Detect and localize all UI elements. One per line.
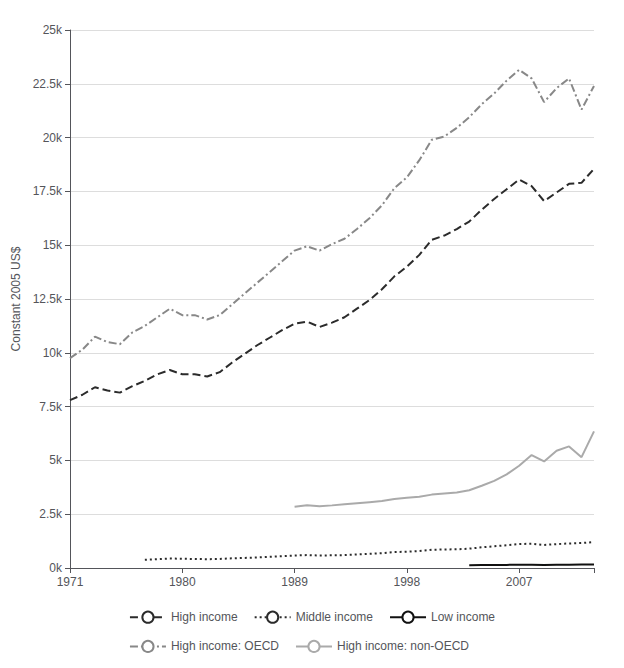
svg-text:Low income: Low income bbox=[431, 610, 495, 624]
svg-text:0k: 0k bbox=[49, 561, 63, 575]
svg-text:2007: 2007 bbox=[506, 575, 533, 589]
svg-text:2.5k: 2.5k bbox=[39, 507, 63, 521]
svg-text:10k: 10k bbox=[43, 346, 63, 360]
svg-text:20k: 20k bbox=[43, 131, 63, 145]
svg-text:17.5k: 17.5k bbox=[33, 184, 63, 198]
svg-text:1971: 1971 bbox=[57, 575, 84, 589]
svg-text:12.5k: 12.5k bbox=[33, 292, 63, 306]
svg-text:Middle income: Middle income bbox=[296, 610, 374, 624]
svg-text:1998: 1998 bbox=[394, 575, 421, 589]
svg-text:1989: 1989 bbox=[281, 575, 308, 589]
svg-text:5k: 5k bbox=[49, 453, 63, 467]
svg-text:Constant 2005 US$: Constant 2005 US$ bbox=[9, 246, 23, 351]
svg-text:1980: 1980 bbox=[169, 575, 196, 589]
svg-text:25k: 25k bbox=[43, 23, 63, 37]
svg-text:High income: OECD: High income: OECD bbox=[171, 639, 279, 653]
svg-text:22.5k: 22.5k bbox=[33, 77, 63, 91]
svg-text:High income: High income bbox=[171, 610, 238, 624]
svg-text:High income: non-OECD: High income: non-OECD bbox=[337, 639, 469, 653]
svg-text:15k: 15k bbox=[43, 238, 63, 252]
svg-text:7.5k: 7.5k bbox=[39, 400, 63, 414]
